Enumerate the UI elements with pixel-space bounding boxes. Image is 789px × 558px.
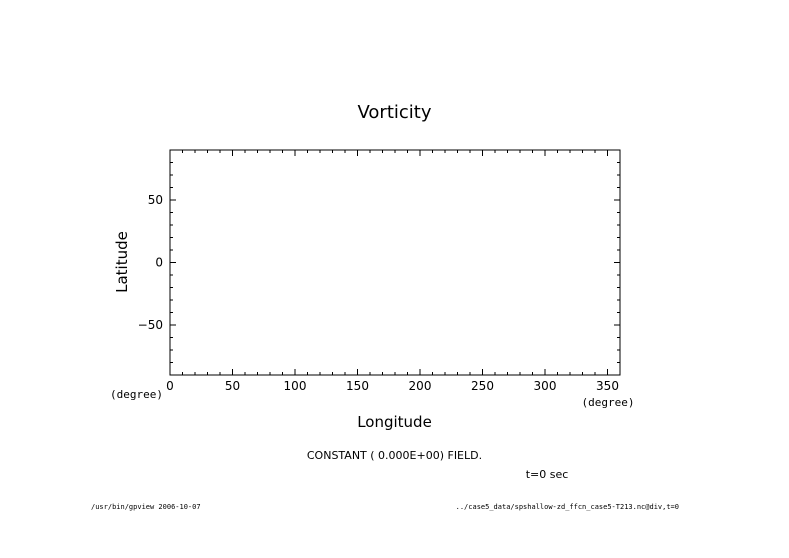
y-unit-label: (degree): [110, 388, 163, 401]
x-tick-label: 50: [225, 379, 240, 393]
y-tick-label: −50: [138, 318, 163, 332]
field-note: CONSTANT ( 0.000E+00) FIELD.: [307, 449, 482, 462]
x-tick-label: 300: [534, 379, 557, 393]
footer-left-text: /usr/bin/gpview 2006-10-07: [91, 503, 201, 511]
x-tick-label: 100: [284, 379, 307, 393]
y-axis-title: Latitude: [113, 231, 131, 293]
x-tick-label: 250: [471, 379, 494, 393]
y-tick-label: 50: [148, 193, 163, 207]
x-axis-title: Longitude: [357, 413, 432, 431]
x-tick-label: 150: [346, 379, 369, 393]
x-axis-ticks: 0 50 100 150 200 250 300 350: [166, 150, 621, 393]
chart-title: Vorticity: [358, 102, 432, 123]
y-axis-ticks: −50 0 50: [138, 149, 620, 376]
y-tick-label: 0: [155, 256, 163, 270]
plot-frame-group: [169, 149, 621, 376]
plot-frame: [169, 149, 621, 376]
x-tick-label: 0: [166, 379, 174, 393]
x-unit-label: (degree): [582, 396, 635, 409]
x-tick-label: 350: [596, 379, 619, 393]
time-label: t=0 sec: [526, 468, 569, 481]
footer-right-text: ../case5_data/spshallow-zd_ffcn_case5-T2…: [456, 503, 679, 511]
x-tick-label: 200: [409, 379, 432, 393]
